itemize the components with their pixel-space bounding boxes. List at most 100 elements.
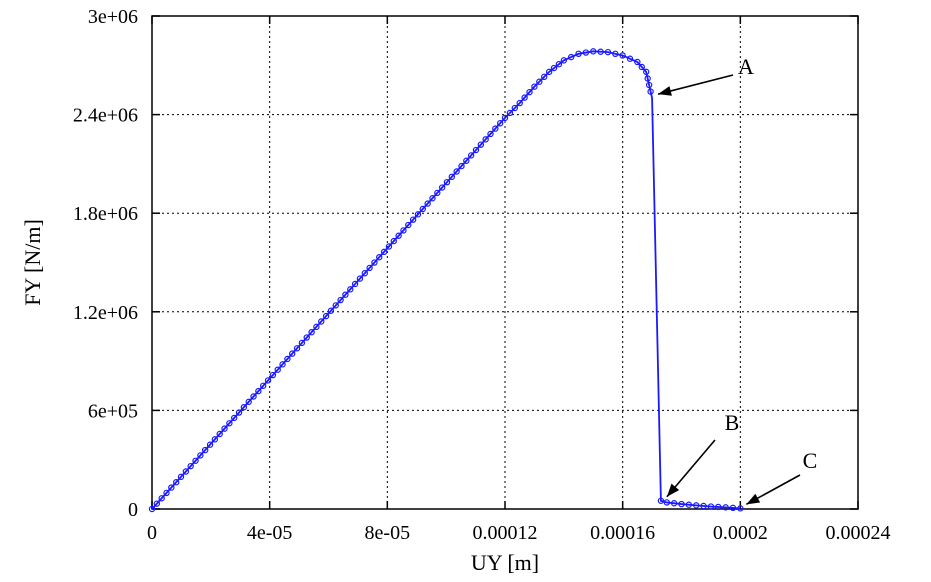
data-point: [177, 473, 185, 481]
data-point: [511, 104, 519, 112]
data-point: [313, 323, 320, 331]
data-point: [438, 184, 446, 191]
data-point: [153, 500, 161, 507]
data-point: [148, 505, 156, 513]
data-point: [626, 55, 634, 62]
data-point: [250, 393, 257, 400]
data-point: [472, 146, 480, 154]
data-point: [371, 259, 378, 266]
data-point: [376, 253, 383, 261]
data-point: [647, 88, 654, 95]
data-point: [337, 296, 344, 304]
x-tick-label: 0.00024: [826, 522, 891, 544]
annotation-arrowhead: [666, 483, 680, 497]
data-point: [487, 130, 494, 138]
data-point: [187, 462, 194, 470]
data-point: [366, 264, 373, 272]
data-point: [221, 425, 228, 432]
data-point: [645, 81, 653, 89]
data-point: [634, 58, 641, 66]
data-point: [163, 489, 170, 497]
data-point: [604, 48, 612, 56]
data-point: [516, 99, 523, 107]
data-point: [168, 484, 175, 491]
data-point: [448, 173, 456, 181]
data-point: [182, 468, 190, 475]
data-point: [644, 75, 651, 82]
data-point: [361, 270, 368, 277]
data-point: [737, 505, 744, 512]
grid-lines: [152, 16, 858, 509]
data-point: [255, 387, 262, 395]
data-point: [351, 280, 359, 288]
data-point: [638, 63, 645, 71]
y-tick-label: 1.2e+06: [73, 302, 138, 324]
data-point: [429, 195, 436, 202]
data-point: [453, 168, 460, 175]
data-point: [506, 109, 514, 117]
y-tick-label: 3e+06: [88, 6, 138, 28]
data-point: [575, 50, 582, 58]
data-point: [657, 497, 665, 504]
data-point: [521, 94, 528, 101]
data-point: [192, 457, 199, 464]
data-point: [567, 53, 575, 61]
data-point: [492, 125, 499, 132]
data-point: [531, 83, 538, 90]
data-point: [298, 339, 306, 347]
data-point: [356, 275, 364, 282]
data-point: [477, 141, 485, 148]
y-tick-label: 0: [128, 499, 138, 521]
data-point: [240, 404, 248, 411]
x-tick-label: 0.0002: [713, 522, 768, 544]
y-tick-label: 1.8e+06: [73, 203, 138, 225]
data-point: [206, 441, 214, 448]
data-point: [245, 398, 252, 406]
data-point: [332, 302, 339, 309]
data-point: [405, 221, 412, 229]
data-point: [172, 479, 180, 486]
annotations: A B C: [657, 54, 817, 506]
data-point: [458, 162, 465, 170]
data-point: [582, 49, 590, 56]
data-point: [496, 120, 504, 127]
data-series: [148, 48, 744, 513]
data-point: [722, 504, 729, 511]
data-point: [269, 371, 277, 379]
data-point: [235, 409, 243, 416]
data-point: [597, 48, 604, 55]
data-point: [419, 205, 426, 213]
data-point: [678, 500, 685, 508]
y-axis-label: FY [N/m]: [20, 219, 45, 306]
data-point: [482, 136, 489, 143]
x-tick-label: 0: [147, 522, 157, 544]
data-point: [279, 361, 286, 368]
data-point: [501, 114, 509, 122]
data-point: [303, 334, 310, 341]
annotation-arrowhead: [658, 86, 672, 96]
data-point: [414, 211, 422, 218]
data-point: [342, 291, 349, 298]
data-point: [322, 312, 330, 320]
data-point: [284, 355, 291, 363]
data-point: [409, 216, 417, 223]
data-point: [463, 157, 470, 164]
data-point: [545, 68, 553, 76]
data-point: [526, 88, 533, 96]
data-point: [550, 64, 558, 72]
x-axis-label: UY [m]: [471, 550, 539, 575]
data-point: [555, 60, 563, 68]
y-tick-label: 6e+05: [88, 400, 138, 422]
data-point: [293, 345, 301, 352]
data-point: [707, 503, 715, 510]
data-point: [264, 377, 272, 384]
data-point: [541, 73, 548, 81]
data-point: [434, 189, 441, 197]
data-point: [318, 318, 325, 325]
data-point: [260, 382, 267, 389]
axis-ticks: [151, 15, 859, 510]
data-point: [536, 78, 543, 85]
data-point: [395, 232, 402, 239]
data-point: [619, 52, 626, 59]
